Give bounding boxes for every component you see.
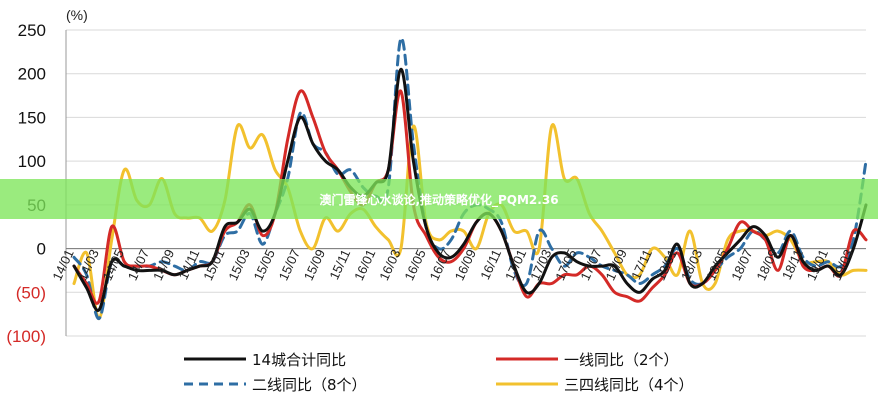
x-tick-label: 18/09 [753,247,780,283]
legend-label-0: 14城合计同比 [252,351,346,369]
x-tick-label: 16/11 [477,247,504,282]
x-tick-label: 16/07 [427,247,454,283]
x-tick-label: 14/01 [49,247,76,283]
y-tick-label: 0 [37,240,46,259]
legend-label-2: 二线同比（8个） [252,376,367,394]
y-tick-label: (100) [6,327,46,346]
x-tick-label: 18/01 [653,247,680,283]
x-tick-label: 18/05 [703,247,730,283]
y-tick-label: 250 [18,21,46,40]
x-tick-label: 16/05 [401,247,428,283]
y-tick-label: 150 [18,108,46,127]
y-tick-label: 200 [18,65,46,84]
legend-label-3: 三四线同比（4个） [564,376,694,394]
series-line-3 [72,123,868,321]
x-tick-label: 15/11 [326,247,353,282]
x-tick-label: 15/07 [276,247,303,283]
x-tick-label: 14/11 [175,247,202,282]
legend-label-1: 一线同比（2个） [564,351,679,369]
y-tick-label: (50) [16,283,46,302]
x-tick-label: 16/03 [376,247,403,283]
x-tick-label: 15/05 [251,247,278,283]
x-tick-label: 17/11 [628,247,655,282]
x-tick-label: 16/01 [351,247,378,283]
overlay-banner: 澳门雷锋心水谈论,推动策略优化_PQM2.36 [0,179,878,219]
legend: 14城合计同比 一线同比（2个） 二线同比（8个） 三四线同比（4个） [184,351,694,394]
series-line-0 [72,67,868,312]
x-tick-label: 15/03 [225,247,252,283]
y-axis-ticks: 250200150100500(50)(100) [6,21,46,346]
x-tick-label: 17/01 [502,247,529,283]
y-unit-label: (%) [66,7,88,23]
x-tick-label: 18/07 [728,247,755,283]
x-tick-label: 15/09 [301,247,328,283]
y-tick-label: 100 [18,152,46,171]
